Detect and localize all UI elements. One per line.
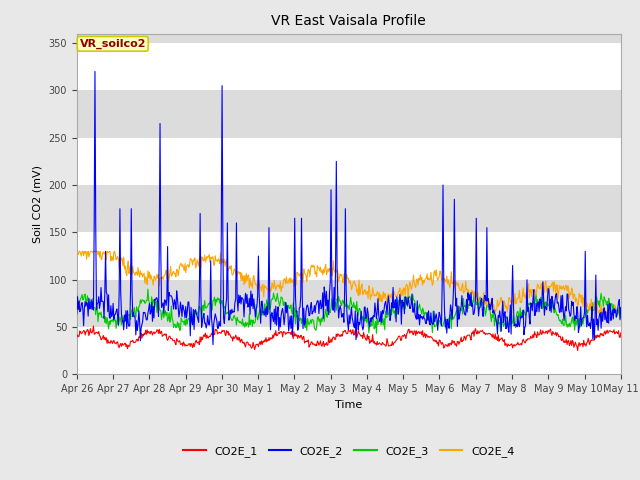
Bar: [77, 280, 621, 327]
Bar: [77, 185, 621, 232]
Title: VR East Vaisala Profile: VR East Vaisala Profile: [271, 14, 426, 28]
Bar: [77, 90, 621, 138]
Text: VR_soilco2: VR_soilco2: [79, 39, 146, 49]
Y-axis label: Soil CO2 (mV): Soil CO2 (mV): [33, 165, 43, 243]
Bar: [77, 0, 621, 43]
X-axis label: Time: Time: [335, 400, 362, 409]
Legend: CO2E_1, CO2E_2, CO2E_3, CO2E_4: CO2E_1, CO2E_2, CO2E_3, CO2E_4: [179, 441, 519, 461]
